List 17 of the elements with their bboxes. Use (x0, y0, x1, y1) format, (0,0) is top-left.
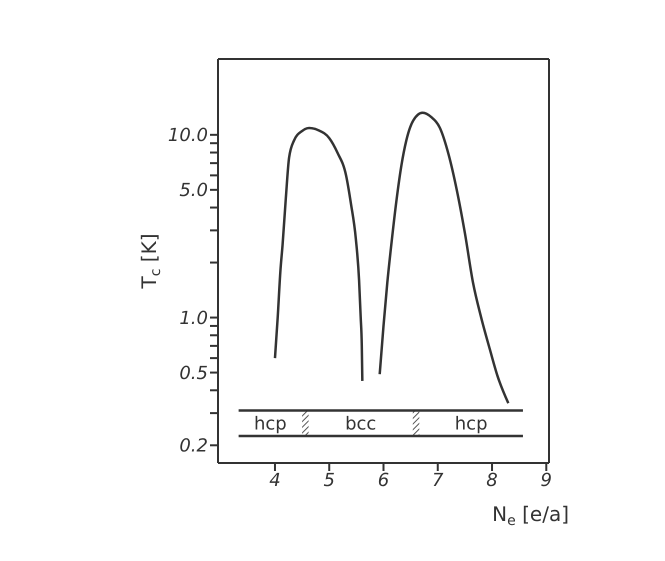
x-axis-title: N$_{e}$ [e/a] (492, 502, 569, 530)
x-tick-label: 6 (378, 470, 390, 491)
x-tick-label: 5 (324, 470, 335, 491)
y-tick-label: 10.0 (168, 125, 208, 146)
annotation: hcp (254, 414, 287, 435)
annotation: bcc (345, 414, 376, 435)
line-series (274, 126, 364, 382)
y-tick-label: 1.0 (179, 308, 208, 329)
y-tick-label: 5.0 (179, 180, 208, 202)
x-tick-label: 4 (269, 470, 281, 491)
x-tick-label: 9 (540, 470, 552, 491)
annotation: hcp (454, 414, 488, 435)
x-tick-label: 7 (432, 470, 444, 491)
line-series (378, 112, 510, 404)
y-tick-label: 0.5 (179, 362, 208, 384)
x-tick-label: 8 (486, 470, 498, 491)
y-tick-label: 0.2 (179, 436, 208, 457)
